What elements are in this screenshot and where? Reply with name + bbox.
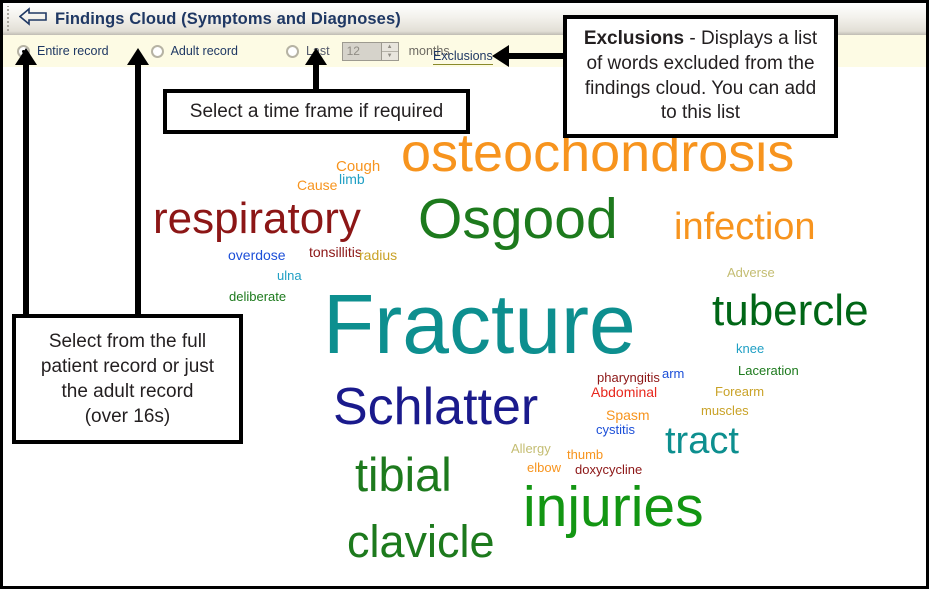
cloud-word[interactable]: doxycycline <box>575 462 643 477</box>
cloud-word[interactable]: muscles <box>701 403 749 418</box>
radio-entire-record-label: Entire record <box>37 44 109 58</box>
callout-exclusions-term: Exclusions <box>583 28 685 50</box>
callout-record-scope-text: Select from the full patient record or j… <box>31 327 224 431</box>
radio-last-months-dot[interactable] <box>285 44 299 58</box>
cloud-word[interactable]: tubercle <box>712 286 869 335</box>
cloud-word[interactable]: ulna <box>277 268 302 283</box>
months-spinner-buttons: ▲ ▼ <box>380 42 398 60</box>
cloud-word[interactable]: radius <box>359 247 398 263</box>
cloud-word[interactable]: Adverse <box>727 265 775 280</box>
cloud-word[interactable]: Schlatter <box>333 378 539 436</box>
spinner-down-icon[interactable]: ▼ <box>381 51 398 60</box>
radio-adult-record[interactable]: Adult record <box>150 44 238 58</box>
cloud-word[interactable]: Spasm <box>606 407 650 423</box>
cloud-word[interactable]: Osgood <box>418 187 618 251</box>
back-arrow-icon <box>18 7 47 31</box>
cloud-word[interactable]: elbow <box>527 460 561 475</box>
cloud-word[interactable]: Laceration <box>738 363 799 378</box>
months-label: months <box>408 44 450 58</box>
callout-exclusions: Exclusions - Displays a list of words ex… <box>563 15 838 138</box>
cloud-word[interactable]: Cough <box>336 158 381 175</box>
cloud-word[interactable]: knee <box>736 341 765 356</box>
months-spinner-value[interactable]: 12 <box>346 44 360 58</box>
cloud-word[interactable]: tract <box>665 420 739 462</box>
callout-record-line-1: Select from the full <box>48 330 207 352</box>
callout-timeframe: Select a time frame if required <box>163 89 470 134</box>
callout-record-line-2: patient record or just <box>40 355 215 377</box>
annotation-overlay: Select a time frame if required Select f… <box>3 3 926 586</box>
cloud-word[interactable]: tibial <box>355 448 452 501</box>
callout-exclusions-body: - Displays a list of words excluded from… <box>584 28 818 124</box>
cloud-word[interactable]: Forearm <box>715 384 765 399</box>
callout-timeframe-text: Select a time frame if required <box>189 100 444 122</box>
cloud-word[interactable]: clavicle <box>347 516 495 567</box>
cloud-word[interactable]: thumb <box>567 447 604 462</box>
months-spinner[interactable]: 12 ▲ ▼ <box>341 41 399 61</box>
cloud-word[interactable]: Cause <box>297 177 338 193</box>
callout-record-scope: Select from the full patient record or j… <box>12 314 243 444</box>
spinner-up-icon[interactable]: ▲ <box>381 42 398 52</box>
cloud-word[interactable]: deliberate <box>229 289 287 304</box>
radio-adult-record-dot[interactable] <box>150 44 164 58</box>
radio-adult-record-label: Adult record <box>170 44 238 58</box>
cloud-word[interactable]: respiratory <box>153 194 361 243</box>
radio-last-months-label: Last <box>305 44 330 58</box>
cloud-word[interactable]: Allergy <box>511 441 551 456</box>
callout-record-line-3: the adult record <box>61 381 194 402</box>
radio-last-months[interactable]: Last <box>285 44 330 58</box>
cloud-word[interactable]: limb <box>339 171 365 187</box>
radio-entire-record-dot[interactable] <box>17 44 30 58</box>
cloud-word[interactable]: infection <box>674 206 816 248</box>
cloud-word[interactable]: Abdominal <box>591 384 658 400</box>
callout-record-line-4: (over 16s) <box>84 406 171 428</box>
cloud-word[interactable]: arm <box>662 366 685 381</box>
cloud-word[interactable]: pharyngitis <box>597 370 660 385</box>
cloud-word[interactable]: tonsillitis <box>309 244 362 260</box>
callout-exclusions-text: Exclusions - Displays a list of words ex… <box>567 25 834 128</box>
cloud-word[interactable]: injuries <box>523 475 704 539</box>
drag-grip-icon[interactable] <box>5 6 11 32</box>
back-button[interactable] <box>11 7 55 31</box>
page-title: Findings Cloud (Symptoms and Diagnoses) <box>55 9 401 28</box>
cloud-word[interactable]: overdose <box>228 247 286 263</box>
radio-entire-record[interactable]: Entire record <box>17 44 109 58</box>
cloud-word[interactable]: Fracture <box>323 277 636 371</box>
cloud-word[interactable]: cystitis <box>596 422 635 437</box>
exclusions-link[interactable]: Exclusions <box>433 49 493 65</box>
